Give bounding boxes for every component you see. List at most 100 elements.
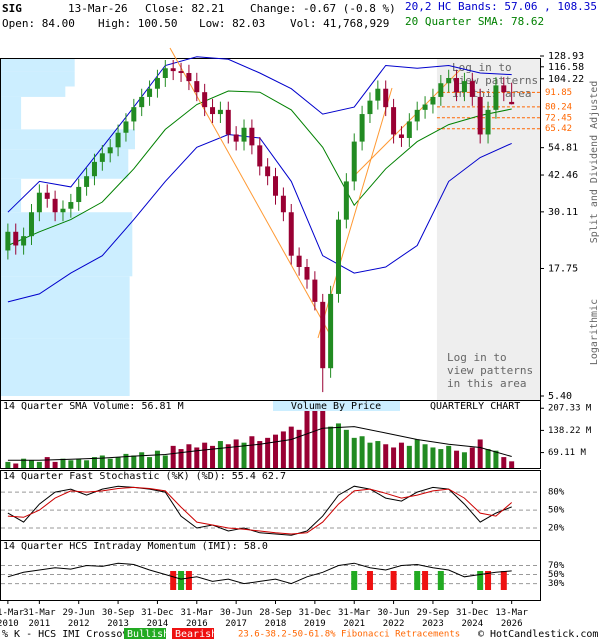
volume-bar <box>52 461 58 468</box>
date: 13-Mar-26 <box>68 2 128 15</box>
y-tick-label: 70% <box>548 561 565 571</box>
volume-bar <box>501 457 507 468</box>
volume-bar <box>280 431 286 468</box>
volume-bar <box>107 458 113 468</box>
volume-bar <box>265 437 271 468</box>
candle-body <box>194 81 200 93</box>
candle-body <box>202 92 208 108</box>
bearish-label: Bearish <box>175 629 217 640</box>
volume-bar <box>351 437 357 468</box>
vbp-label-bg <box>273 401 400 411</box>
x-tick-label: 31-Mar 2016 <box>181 608 214 629</box>
bands: 20,2 HC Bands: 57.06 , 108.35 <box>405 0 597 13</box>
volume-bar <box>485 449 491 468</box>
side-label: Logarithmic <box>589 299 600 365</box>
y-tick-label: 50% <box>548 570 565 580</box>
candle-body <box>91 161 97 177</box>
volume-by-price-bar <box>1 129 135 150</box>
fib-label: 72.45 <box>545 113 572 123</box>
change: Change: -0.67 (-0.8 %) <box>250 2 396 15</box>
candle-body <box>44 192 50 199</box>
volume-bar <box>162 455 168 468</box>
crossover-marker <box>170 571 177 590</box>
volume-bar <box>296 429 302 468</box>
volume-bar <box>320 402 326 468</box>
volume-by-price-bar <box>1 149 129 179</box>
x-tick-label: 29-Sep 2023 <box>417 608 450 629</box>
volume-sma-line <box>7 426 512 461</box>
volume-bar <box>446 445 452 468</box>
volume-bar <box>383 444 389 468</box>
fib-label: 91.85 <box>545 88 572 98</box>
volume-bar <box>76 458 82 468</box>
crossover-marker <box>437 571 444 590</box>
high: High: 100.50 <box>98 17 177 30</box>
volume-by-price-bar <box>1 86 66 97</box>
volume-bar <box>335 423 341 468</box>
open: Open: 84.00 <box>2 17 75 30</box>
bullish-label: Bullish <box>127 629 169 640</box>
sma: 20 Quarter SMA: 78.62 <box>405 15 544 28</box>
credit: © HotCandlestick.com <box>478 629 598 640</box>
crossover-marker <box>500 571 507 590</box>
candle-body <box>241 127 247 142</box>
volume-bar <box>273 434 279 468</box>
volume-by-price-bar <box>1 178 22 213</box>
volume-bar <box>288 426 294 468</box>
indicator-line <box>7 485 512 536</box>
candle-body <box>21 236 27 246</box>
volume-bar <box>68 460 74 468</box>
candle-body <box>84 176 90 187</box>
volume-bar <box>375 441 381 468</box>
panel-title: 14 Quarter Fast Stochastic (%K) (%D): 55… <box>3 471 286 482</box>
crossover-marker <box>185 571 192 590</box>
symbol: SIG <box>2 2 22 15</box>
candle-body <box>391 107 397 135</box>
candle-body <box>422 104 428 110</box>
low: Low: 82.03 <box>199 17 265 30</box>
candle-body <box>99 153 105 162</box>
candle-body <box>210 107 216 115</box>
overlay-line <box>7 90 512 246</box>
close: Close: 82.21 <box>145 2 224 15</box>
candle-body <box>383 88 389 108</box>
volume-bar <box>131 455 137 468</box>
candle-body <box>162 68 168 79</box>
volume-bar <box>170 445 176 468</box>
x-tick-label: 31-Mar 2011 <box>23 608 56 629</box>
panel <box>0 470 541 541</box>
y-tick-label: 50% <box>548 506 565 516</box>
volume-bar <box>210 445 216 468</box>
y-tick-label: 138.22 M <box>548 426 592 436</box>
overlay-line <box>7 56 512 213</box>
candle-body <box>60 208 66 213</box>
volume-bar <box>461 452 467 468</box>
volume-bar <box>304 401 310 468</box>
candle-body <box>147 88 153 97</box>
pattern-notice: Log in to <box>447 351 507 364</box>
candle-body <box>123 121 129 133</box>
candle-body <box>335 219 341 294</box>
y-tick-label: 116.58 <box>548 62 584 73</box>
panel-title: 14 Quarter HCS Intraday Momentum (IMI): … <box>3 541 268 552</box>
volume-bar <box>99 455 105 468</box>
candle-body <box>28 212 34 237</box>
x-tick-label: 31-Mar 2021 <box>338 608 371 629</box>
volume-bar <box>123 453 129 468</box>
volume-by-price-bar <box>1 276 130 339</box>
candle-body <box>154 78 160 89</box>
candle-body <box>170 68 176 72</box>
candle-body <box>178 71 184 74</box>
bullish-swatch <box>124 628 166 639</box>
x-tick-label: 13-Mar 2026 <box>495 608 528 629</box>
volume-bar <box>178 449 184 468</box>
volume-bar <box>343 429 349 468</box>
y-tick-label: 5.40 <box>548 391 572 402</box>
candle-body <box>68 202 74 209</box>
y-tick-label: 30.11 <box>548 207 578 218</box>
volume-bar <box>477 439 483 468</box>
candle-body <box>485 109 491 135</box>
volume-bar <box>186 444 192 468</box>
volume-bar <box>44 457 50 468</box>
